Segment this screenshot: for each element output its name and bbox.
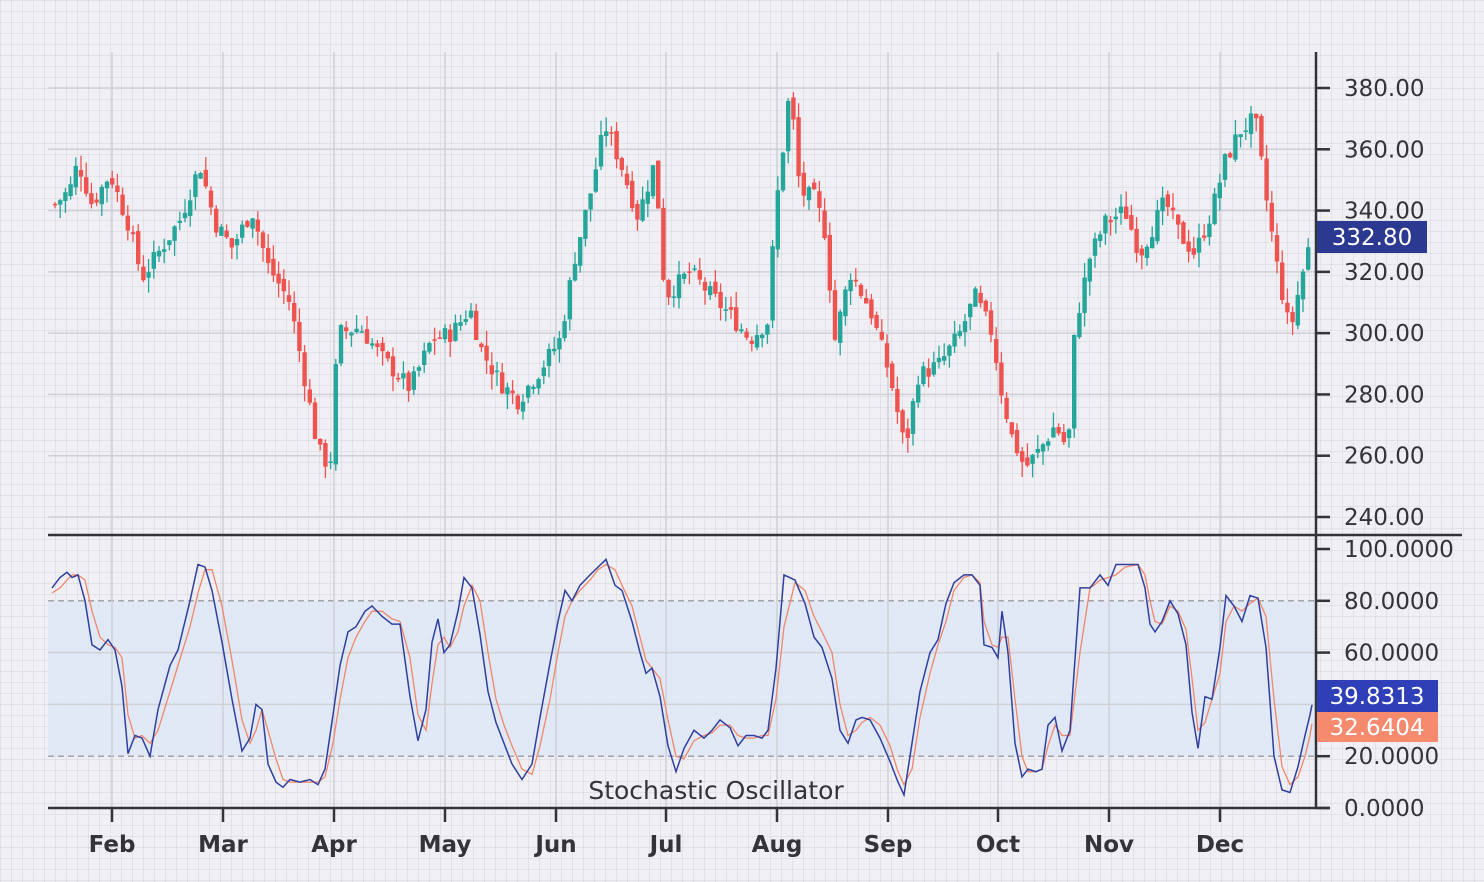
month-tick-label: Mar (198, 832, 248, 858)
price-tick-label: 340.00 (1344, 199, 1424, 225)
last-price-badge: 332.80 (1317, 221, 1427, 253)
price-tick-label: 280.00 (1344, 382, 1424, 408)
price-tick-label: 300.00 (1344, 321, 1424, 347)
stoch-tick-label: 0.0000 (1344, 796, 1424, 822)
k-value-badge: 39.8313 (1317, 680, 1438, 712)
price-grid (48, 87, 1316, 518)
candlestick-series (52, 92, 1311, 479)
svg-text:39.8313: 39.8313 (1329, 684, 1424, 710)
month-tick-label: Sep (864, 832, 913, 858)
price-tick-label: 320.00 (1344, 260, 1424, 286)
svg-text:332.80: 332.80 (1332, 225, 1412, 251)
month-tick-label: Feb (89, 832, 136, 858)
stochastic-band (48, 600, 1316, 757)
month-tick-label: Dec (1196, 832, 1244, 858)
d-value-badge: 32.6404 (1317, 712, 1438, 742)
k-line (51, 558, 1313, 798)
month-tick-label: May (419, 832, 472, 858)
month-tick-label: Jun (533, 832, 576, 858)
price-y-axis: 240.00 260.00 280.00 300.00 320.00 340.00 360.… (1316, 76, 1424, 531)
price-tick-label: 260.00 (1344, 444, 1424, 470)
month-tick-label: Oct (976, 832, 1020, 858)
month-tick-label: Apr (311, 832, 357, 858)
stoch-tick-label: 100.0000 (1344, 537, 1454, 563)
month-tick-label: Nov (1084, 832, 1134, 858)
x-axis: Feb Mar Apr May Jun Jul Aug Sep Oct Nov Dec (89, 808, 1244, 858)
price-tick-label: 380.00 (1344, 76, 1424, 102)
svg-text:32.6404: 32.6404 (1329, 715, 1424, 741)
stoch-tick-label: 20.0000 (1344, 744, 1439, 770)
stochastic-title: Stochastic Oscillator (588, 776, 844, 805)
stoch-tick-label: 60.0000 (1344, 641, 1439, 667)
stochastic-y-axis: 0.000020.000040.000060.000080.0000100.00… (1316, 537, 1454, 822)
price-tick-label: 240.00 (1344, 505, 1424, 531)
stoch-tick-label: 80.0000 (1344, 589, 1439, 615)
price-tick-label: 360.00 (1344, 137, 1424, 163)
month-tick-label: Jul (648, 832, 683, 858)
stochastic-lines (51, 558, 1313, 798)
month-tick-label: Aug (752, 832, 803, 858)
